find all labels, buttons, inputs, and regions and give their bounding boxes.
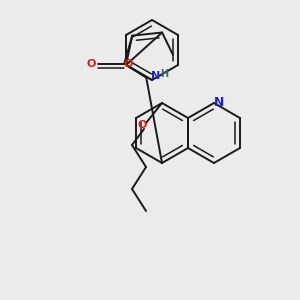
Text: O: O xyxy=(137,120,147,130)
Text: H: H xyxy=(160,69,168,79)
Text: N: N xyxy=(214,97,224,110)
Text: N: N xyxy=(151,71,160,81)
Text: O: O xyxy=(123,59,133,69)
Text: O: O xyxy=(87,59,96,69)
